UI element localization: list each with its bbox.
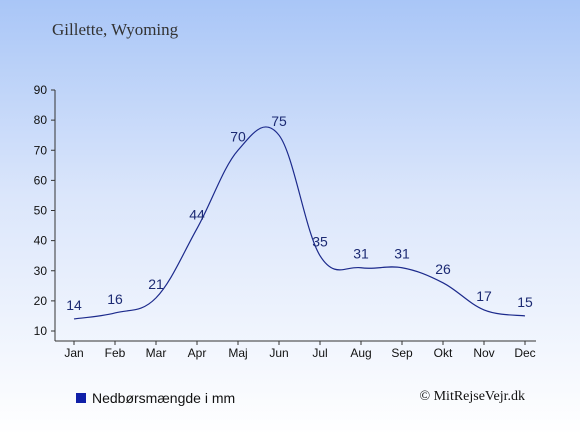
x-tick-label: Jul bbox=[312, 346, 327, 360]
x-tick-label: Feb bbox=[105, 346, 126, 360]
y-tick-label: 80 bbox=[34, 113, 48, 127]
data-label: 21 bbox=[148, 276, 164, 292]
y-tick-label: 40 bbox=[34, 234, 48, 248]
data-label: 44 bbox=[189, 207, 205, 223]
y-tick-label: 30 bbox=[34, 264, 48, 278]
y-tick-label: 50 bbox=[34, 204, 48, 218]
data-label: 35 bbox=[312, 234, 328, 250]
chart-title: Gillette, Wyoming bbox=[52, 20, 179, 39]
x-tick-label: Jan bbox=[64, 346, 83, 360]
data-label: 15 bbox=[517, 294, 533, 310]
legend: Nedbørsmængde i mm bbox=[76, 390, 235, 406]
x-tick-label: Sep bbox=[391, 346, 413, 360]
x-tick-label: Apr bbox=[188, 346, 207, 360]
x-tick-label: Nov bbox=[473, 346, 494, 360]
y-tick-label: 70 bbox=[34, 143, 48, 157]
y-tick-label: 20 bbox=[34, 294, 48, 308]
data-label: 31 bbox=[394, 246, 410, 262]
series-line bbox=[73, 126, 526, 320]
y-tick-label: 90 bbox=[34, 83, 48, 97]
x-tick-label: Maj bbox=[228, 346, 247, 360]
copyright-text: © MitRejseVejr.dk bbox=[419, 389, 525, 404]
x-tick-label: Aug bbox=[350, 346, 371, 360]
y-tick-label: 60 bbox=[34, 173, 48, 187]
x-tick-label: Mar bbox=[146, 346, 167, 360]
y-tick-label: 10 bbox=[34, 324, 48, 338]
x-tick-label: Jun bbox=[269, 346, 288, 360]
x-tick-label: Dec bbox=[514, 346, 535, 360]
data-label: 14 bbox=[66, 297, 82, 313]
data-label: 31 bbox=[353, 246, 369, 262]
data-label: 75 bbox=[271, 113, 287, 129]
data-label: 26 bbox=[435, 261, 451, 277]
legend-swatch bbox=[76, 393, 86, 403]
data-label: 16 bbox=[107, 291, 123, 307]
x-tick-label: Okt bbox=[434, 346, 453, 360]
data-label: 70 bbox=[230, 128, 246, 144]
legend-label: Nedbørsmængde i mm bbox=[92, 390, 236, 406]
data-label: 17 bbox=[476, 288, 492, 304]
